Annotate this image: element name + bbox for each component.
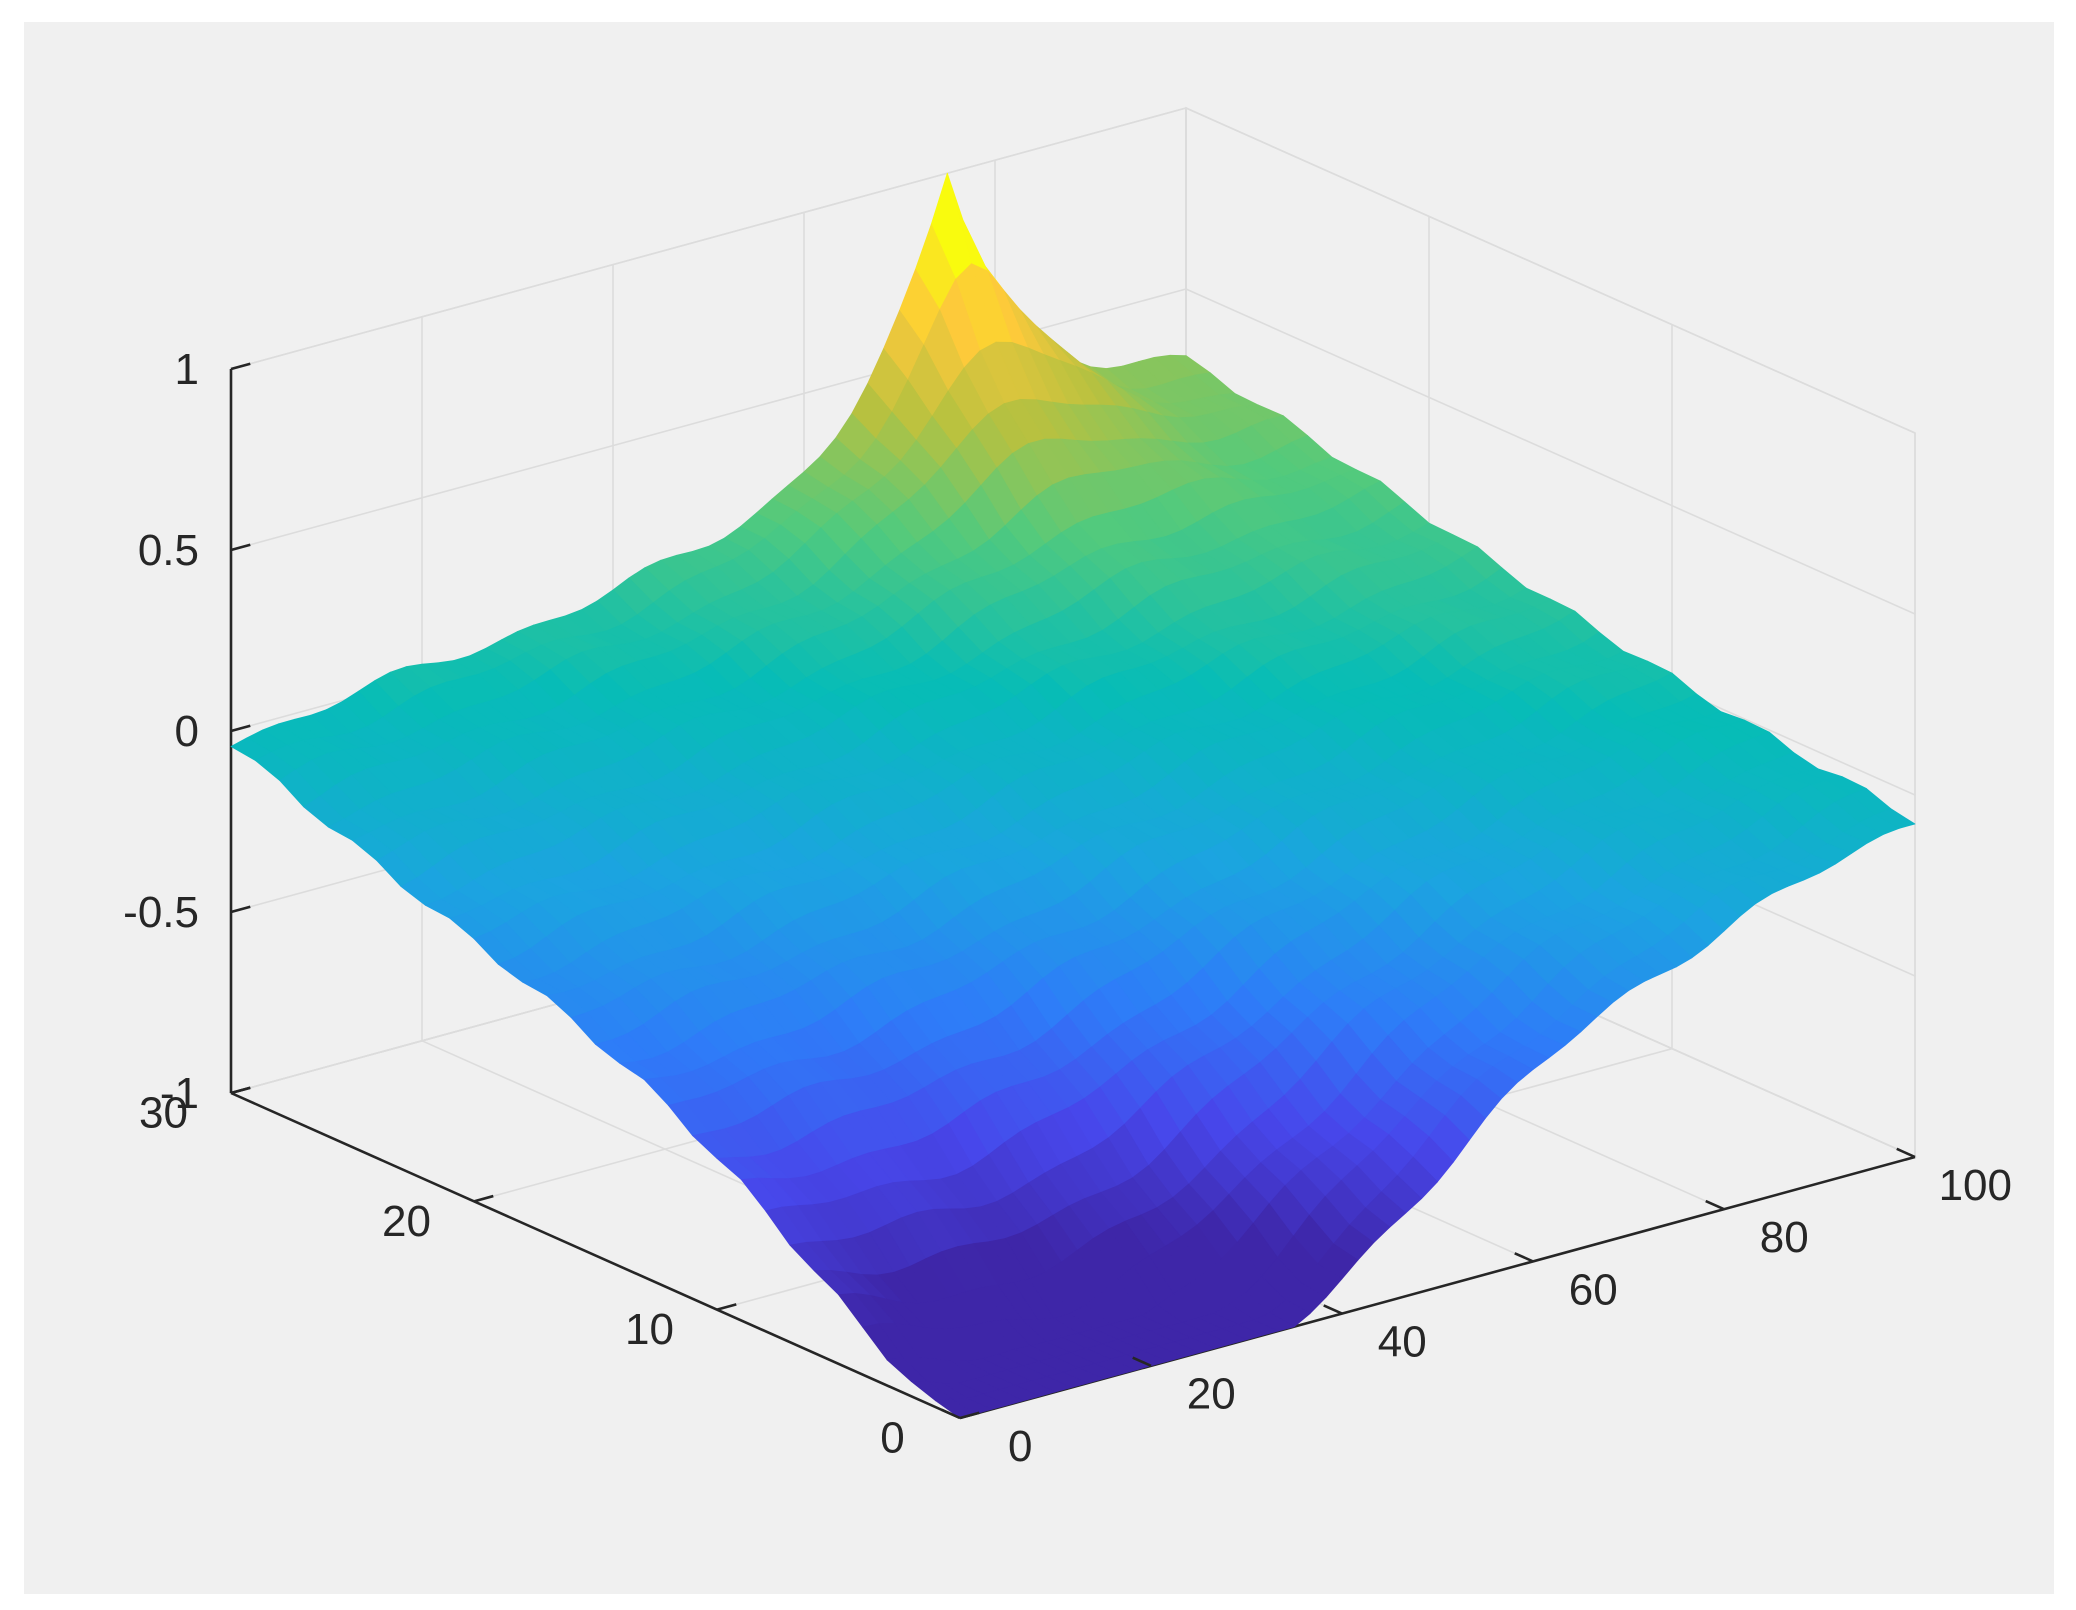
tick-labels: 0 20 40 60 80 100 0 10 20 30-1 -0.5 0 0.5 1 [123,345,2012,1471]
z-tick-label: 0.5 [138,526,199,575]
y-tick [959,1411,980,1420]
z-tick [230,905,251,914]
surface-plot: 0 20 40 60 80 100 0 10 20 30-1 -0.5 0 0.5 1 [123,106,2012,1471]
z-tick [230,1086,251,1095]
x-tick-label: 80 [1760,1213,1809,1262]
x-tick-label: 0 [1008,1422,1032,1471]
x-tick [1132,1356,1152,1367]
grid-line-z-back [230,107,1187,370]
x-tick-label: 20 [1187,1370,1236,1419]
x-tick-label: 60 [1569,1265,1618,1314]
x-tick [941,1408,961,1420]
x-tick [1705,1199,1725,1211]
x-tick [1514,1252,1534,1263]
y-axis-line [230,1091,961,1420]
x-tick-label: 100 [1939,1161,2012,1210]
x-tick-label: 40 [1378,1317,1427,1366]
z-tick [230,543,251,552]
z-tick [230,724,251,733]
x-tick [1323,1304,1343,1315]
x-tick [1896,1147,1916,1159]
z-tick-label: -0.5 [123,888,199,937]
grid-line-z-side [1185,107,1916,434]
y-tick [716,1303,737,1311]
y-tick-label: 0 [880,1413,904,1462]
y-tick-label: 30 [139,1088,188,1137]
grid-line-z-side [1185,288,1916,615]
z-tick [230,362,251,371]
surface [230,172,1916,1419]
ticks [230,362,1916,1420]
z-tick-label: 0 [175,707,199,756]
y-tick-label: 20 [382,1197,431,1246]
y-tick [473,1194,494,1203]
y-tick-label: 10 [625,1305,674,1354]
z-tick-label: -1 [160,1069,199,1118]
figure-background: 0 20 40 60 80 100 0 10 20 30 -1 -0.5 0 0.5 1 [24,22,2054,1594]
z-tick-label: 1 [175,345,199,394]
